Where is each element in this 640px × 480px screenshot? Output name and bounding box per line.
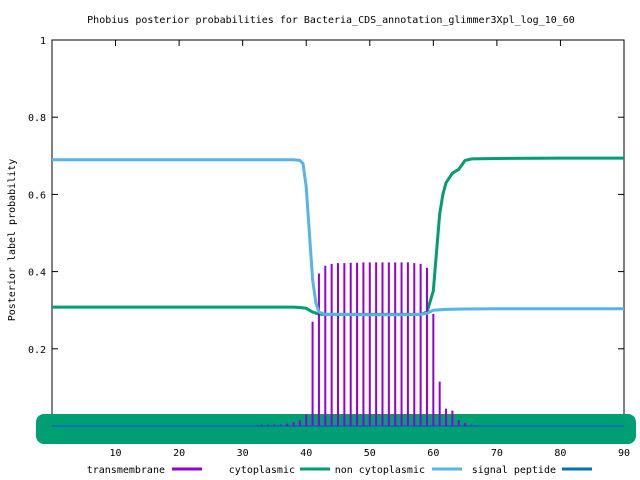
legend-signal-peptide-label: signal peptide [472, 465, 556, 476]
y-tick-label: 0.2 [28, 345, 46, 356]
legend: transmembrane cytoplasmic non cytoplasmic s… [87, 465, 592, 476]
y-axis-label: Posterior label probability [7, 159, 18, 322]
x-tick-label: 70 [491, 448, 503, 459]
signal-peptide-band [36, 414, 636, 444]
plot-area [36, 156, 636, 444]
legend-transmembrane-label: transmembrane [87, 465, 165, 476]
y-tick-label: 0.8 [28, 113, 46, 124]
transmembrane-impulse [267, 424, 269, 426]
transmembrane-impulse [273, 424, 276, 426]
x-tick-label: 90 [618, 448, 630, 459]
legend-cytoplasmic-label: cytoplasmic [229, 465, 295, 476]
y-tick-label: 0.6 [28, 190, 46, 201]
x-tick-label: 20 [173, 448, 185, 459]
x-tick-label: 40 [300, 448, 312, 459]
chart-title: Phobius posterior probabilities for Bact… [87, 15, 575, 26]
transmembrane-impulse [470, 424, 473, 426]
transmembrane-impulse [280, 424, 282, 426]
axes: 10 20 30 40 50 60 70 80 90 0.2 0.4 0.6 0.8 1 [28, 36, 630, 459]
x-tick-label: 10 [110, 448, 122, 459]
non-cytoplasmic-line [52, 158, 624, 317]
y-tick-label: 1 [40, 36, 46, 47]
x-tick-label: 80 [554, 448, 566, 459]
transmembrane-impulse [260, 424, 263, 426]
x-tick-label: 30 [237, 448, 249, 459]
x-tick-label: 50 [364, 448, 376, 459]
x-tick-label: 60 [427, 448, 439, 459]
legend-non-cytoplasmic-label: non cytoplasmic [335, 465, 425, 476]
y-tick-label: 0.4 [28, 268, 46, 279]
